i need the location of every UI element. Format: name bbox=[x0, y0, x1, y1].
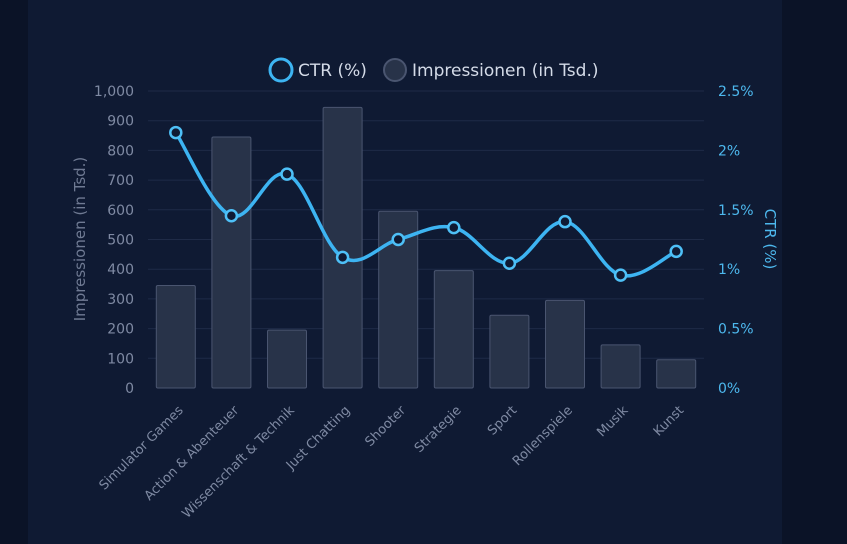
left-tick-label: 500 bbox=[107, 233, 134, 249]
right-tick-label: 1.5% bbox=[718, 203, 754, 219]
left-tick-label: 400 bbox=[107, 262, 134, 278]
category-label: Action & Abenteuer bbox=[142, 403, 243, 504]
bar bbox=[267, 329, 307, 389]
left-tick-label: 100 bbox=[107, 351, 134, 367]
bar bbox=[211, 136, 252, 389]
ctr-point bbox=[280, 167, 294, 181]
legend-ctr-label: CTR (%) bbox=[298, 61, 367, 81]
ctr-point bbox=[391, 232, 405, 247]
category-label: Strategie bbox=[412, 403, 465, 456]
category-label: Kunst bbox=[651, 403, 687, 439]
bar bbox=[433, 270, 474, 389]
bar bbox=[656, 359, 697, 389]
legend: CTR (%) Impressionen (in Tsd.) bbox=[268, 57, 598, 83]
legend-impressions-label: Impressionen (in Tsd.) bbox=[412, 61, 598, 81]
legend-ctr-swatch bbox=[268, 57, 294, 83]
category-label: Musik bbox=[594, 403, 631, 440]
category-label: Wissenschaft & Technik bbox=[179, 403, 298, 522]
left-tick-label: 800 bbox=[107, 143, 134, 159]
category-label: Rollenspiele bbox=[510, 403, 576, 469]
left-axis-ticks: 0 100 200 300 400 500 600 700 800 900 1,000 bbox=[94, 84, 134, 397]
bar bbox=[600, 344, 641, 389]
ctr-point bbox=[335, 250, 350, 265]
category-label: Sport bbox=[485, 403, 520, 438]
left-tick-label: 1,000 bbox=[94, 84, 134, 100]
left-tick-label: 900 bbox=[107, 114, 134, 130]
bar bbox=[545, 299, 585, 389]
right-tick-label: 2.5% bbox=[718, 84, 754, 100]
right-axis-ticks: 0% 0.5% 1% 1.5% 2% 2.5% bbox=[718, 84, 754, 397]
bar-series bbox=[155, 106, 697, 389]
bar bbox=[489, 314, 530, 389]
left-axis-title: Impressionen (in Tsd.) bbox=[71, 157, 89, 322]
left-tick-label: 200 bbox=[107, 322, 134, 338]
legend-impressions-swatch bbox=[383, 58, 407, 82]
left-tick-label: 300 bbox=[107, 292, 134, 308]
bar bbox=[322, 106, 363, 389]
category-label: Shooter bbox=[362, 403, 409, 450]
ctr-point bbox=[613, 268, 628, 282]
ctr-point bbox=[169, 125, 183, 140]
right-tick-label: 0% bbox=[718, 381, 740, 397]
left-tick-label: 700 bbox=[107, 173, 134, 189]
bar bbox=[155, 285, 196, 389]
ctr-line bbox=[174, 130, 678, 278]
ctr-point bbox=[502, 256, 517, 271]
right-tick-label: 1% bbox=[718, 262, 740, 278]
ctr-point bbox=[558, 214, 572, 229]
left-tick-label: 600 bbox=[107, 203, 134, 219]
right-axis-title: CTR (%) bbox=[761, 209, 779, 270]
line-series bbox=[169, 125, 683, 282]
bar bbox=[378, 210, 419, 389]
ctr-point bbox=[447, 220, 461, 235]
ctr-point bbox=[224, 208, 239, 223]
ctr-point bbox=[669, 244, 683, 259]
right-tick-label: 2% bbox=[718, 143, 740, 159]
right-tick-label: 0.5% bbox=[718, 322, 754, 338]
left-tick-label: 0 bbox=[125, 381, 134, 397]
